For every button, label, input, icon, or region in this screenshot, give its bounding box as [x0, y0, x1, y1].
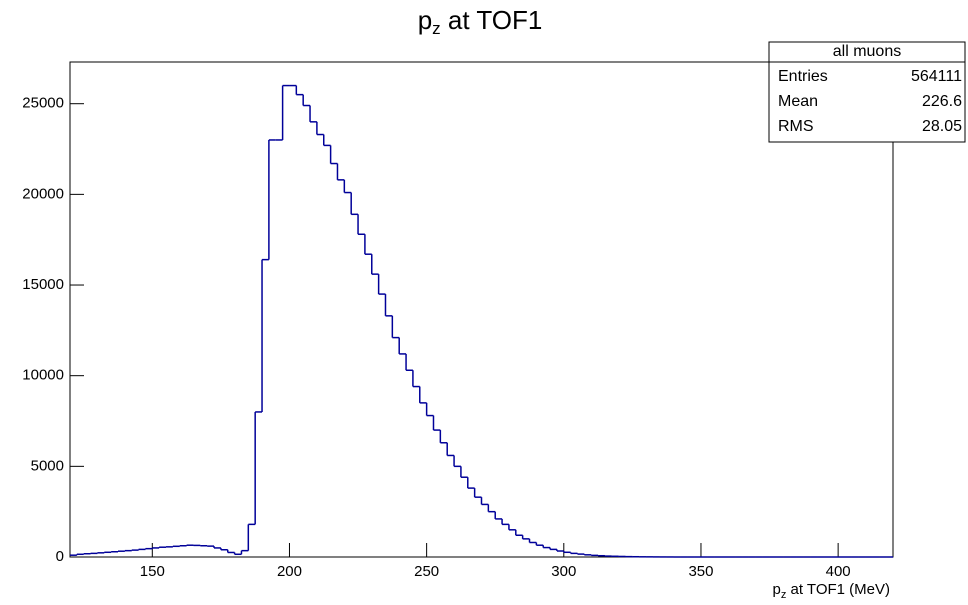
y-tick-label: 10000	[22, 367, 64, 384]
y-tick-label: 20000	[22, 185, 64, 202]
label-part: p	[773, 581, 781, 598]
stats-value: 226.6	[922, 93, 962, 110]
stats-value: 564111	[911, 68, 962, 85]
x-tick-label: 400	[826, 563, 851, 580]
x-tick-label: 200	[277, 563, 302, 580]
y-tick-label: 25000	[22, 95, 64, 112]
x-tick-label: 250	[414, 563, 439, 580]
stats-key: Mean	[778, 93, 818, 110]
stats-key: Entries	[778, 68, 828, 85]
stats-box: all muons Entries 564111 Mean 226.6 RMS …	[768, 41, 966, 143]
stats-value: 28.05	[922, 118, 962, 135]
x-axis-label: pz at TOF1 (MeV)	[773, 581, 890, 601]
plot-frame	[69, 61, 894, 558]
y-tick-label: 15000	[22, 276, 64, 293]
x-tick-label: 350	[688, 563, 713, 580]
x-tick-label: 300	[551, 563, 576, 580]
title-subscript: z	[432, 19, 441, 38]
title-part: p	[418, 5, 432, 35]
label-subscript: z	[781, 589, 787, 601]
stats-title: all muons	[833, 43, 901, 60]
x-tick-label: 150	[140, 563, 165, 580]
chart-title: pz at TOF1	[418, 5, 543, 39]
y-tick-label: 0	[56, 548, 64, 565]
stats-key: RMS	[778, 118, 814, 135]
y-tick-label: 5000	[31, 457, 64, 474]
title-part: at TOF1	[441, 5, 543, 35]
label-part: at TOF1 (MeV)	[786, 581, 890, 598]
stats-frame	[768, 41, 966, 143]
